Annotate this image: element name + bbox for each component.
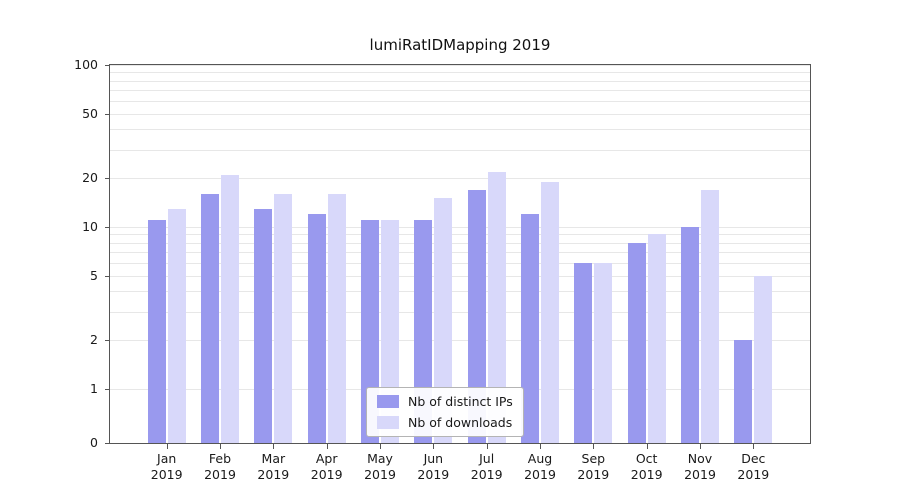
y-tick-label: 50 [82,105,98,121]
x-tick-label: Jul 2019 [470,451,503,482]
y-tick-label: 1 [90,381,98,396]
bar-distinct-ips-jul [467,189,486,443]
y-tick-label: 0 [90,435,98,450]
gridline [110,80,810,82]
gridline [110,291,810,293]
gridline [110,149,810,151]
x-tick-mark [273,444,275,449]
gridline [110,113,810,115]
chart-title: lumiRatIDMapping 2019 [369,36,551,54]
x-tick-mark [593,444,595,449]
x-tick-mark [700,444,701,449]
x-tick-mark [220,444,221,449]
x-tick-label: Mar 2019 [257,451,290,482]
bar-downloads-aug [541,181,559,443]
y-tick-label: 5 [90,267,98,283]
bar-distinct-ips-sep [574,262,593,443]
bar-distinct-ips-aug [521,214,539,443]
bar-distinct-ips-oct [627,242,646,443]
gridline [110,340,810,342]
x-tick-label: Aug 2019 [524,451,556,482]
bar-downloads-jan [167,208,186,443]
gridline [110,65,810,66]
x-tick-mark [540,444,541,449]
y-tick-mark [105,65,110,66]
bar-downloads-oct [647,234,666,443]
y-tick-mark [105,275,110,277]
y-tick-label: 10 [82,219,98,234]
bar-downloads-apr [327,193,346,443]
bar-downloads-sep [594,262,613,443]
y-tick-label: 100 [74,57,98,72]
gridline [110,275,810,277]
y-tick-label: 2 [90,332,98,348]
gridline [110,227,810,228]
bar-distinct-ips-apr [307,214,326,443]
bar-downloads-jun [434,198,453,443]
bar-distinct-ips-mar [254,208,273,443]
x-tick-label: Dec 2019 [737,451,770,482]
gridline [110,90,810,92]
bar-downloads-mar [274,193,293,443]
x-tick-label: Jun 2019 [417,451,450,482]
gridline [110,234,810,236]
x-tick-mark [433,444,435,449]
plot-area: Nb of distinct IPs Nb of downloads [109,64,811,444]
legend-label-distinct-ips: Nb of distinct IPs [408,394,513,409]
gridline [110,311,810,313]
y-tick-mark [105,227,110,228]
x-tick-label: Apr 2019 [310,451,343,482]
y-tick-label: 20 [82,170,98,186]
gridline [110,100,810,102]
x-tick-mark [326,444,328,449]
bar-downloads-nov [701,189,719,443]
legend-swatch-downloads [377,416,399,429]
y-tick-mark [105,113,110,115]
legend: Nb of distinct IPs Nb of downloads [366,387,524,437]
y-tick-mark [105,443,110,444]
x-tick-label: May 2019 [364,451,396,482]
bar-distinct-ips-feb [201,193,219,443]
bar-distinct-ips-jan [147,220,166,443]
gridline [110,242,810,244]
y-tick-mark [105,389,110,390]
gridline [110,252,810,254]
x-tick-label: Sep 2019 [577,451,610,482]
x-tick-mark [753,444,755,449]
legend-label-downloads: Nb of downloads [408,415,513,430]
gridline [110,262,810,264]
gridline [110,72,810,74]
x-tick-mark [646,444,648,449]
bar-distinct-ips-dec [734,340,753,443]
bar-downloads-dec [754,275,773,443]
x-tick-label: Oct 2019 [630,451,663,482]
y-tick-mark [105,340,110,342]
x-tick-mark [380,444,381,449]
x-tick-label: Nov 2019 [684,451,716,482]
x-tick-mark [486,444,488,449]
x-tick-label: Jan 2019 [150,451,183,482]
gridline [110,178,810,180]
x-tick-label: Feb 2019 [204,451,236,482]
legend-item-downloads: Nb of downloads [377,415,513,430]
x-tick-mark [166,444,168,449]
bar-downloads-feb [221,174,239,443]
y-tick-mark [105,178,110,180]
legend-item-distinct-ips: Nb of distinct IPs [377,394,513,409]
legend-swatch-distinct-ips [377,395,399,408]
bar-distinct-ips-nov [681,227,699,443]
bar-downloads-jul [487,171,506,443]
gridline [110,129,810,131]
